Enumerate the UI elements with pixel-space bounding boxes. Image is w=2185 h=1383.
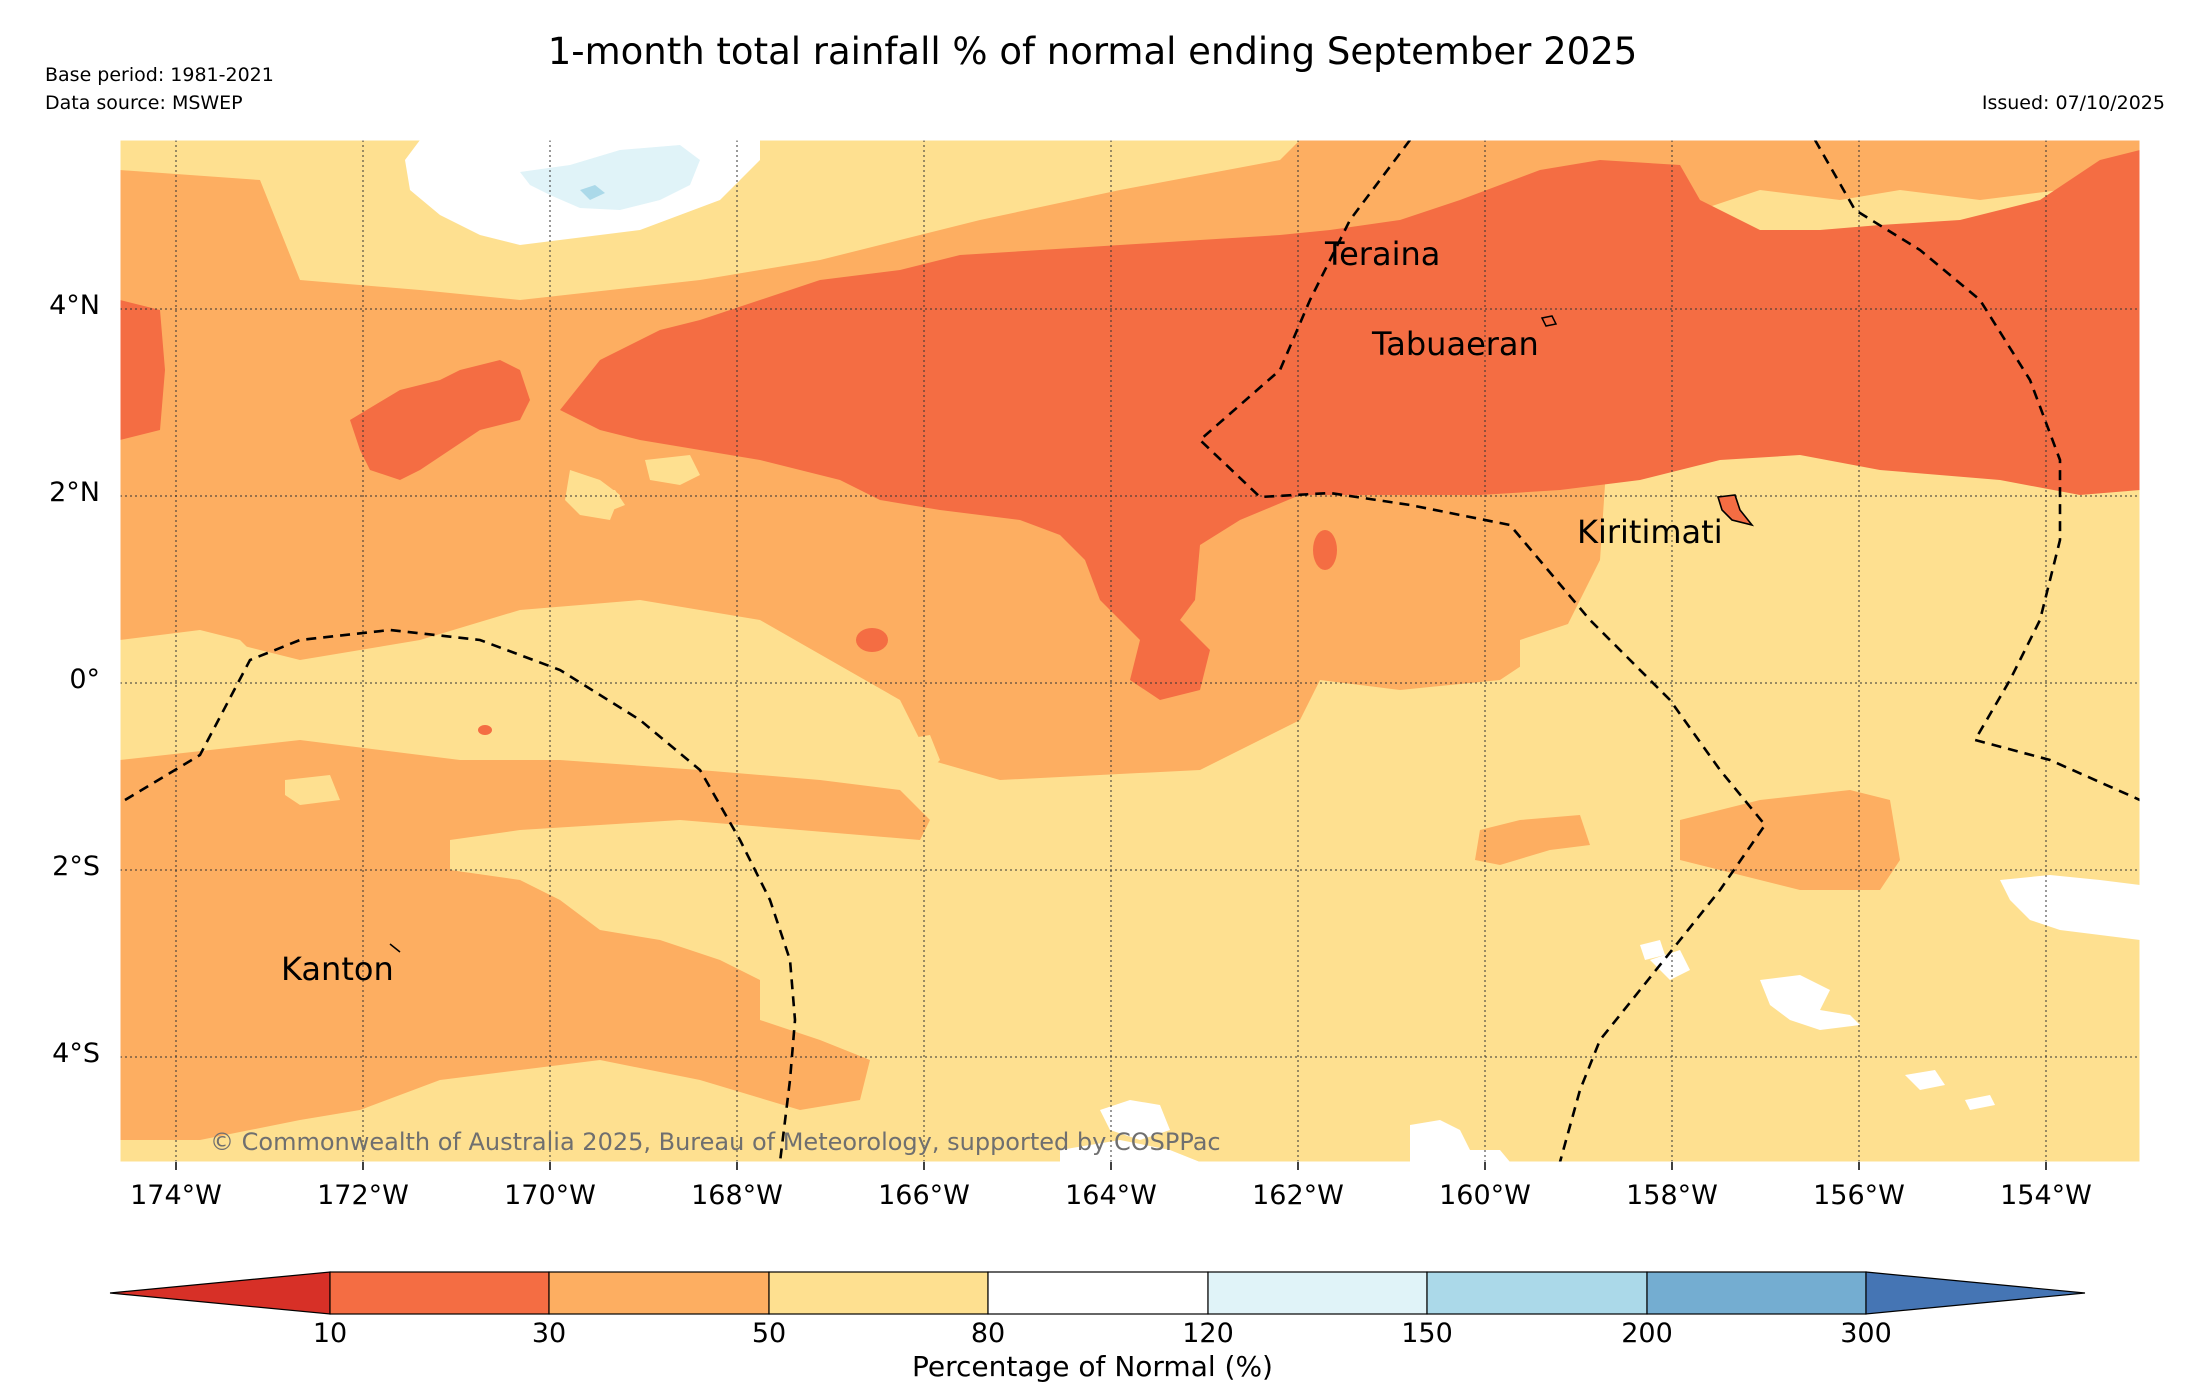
lon-label-154w: 154°W xyxy=(2000,1180,2092,1211)
lon-label-164w: 164°W xyxy=(1065,1180,1157,1211)
region-10-30-spot-3 xyxy=(478,725,492,735)
place-label-teraina: Teraina xyxy=(1325,235,1441,273)
region-80-120-south-1 xyxy=(1100,1100,1170,1140)
lat-label-4n: 4°N xyxy=(49,290,100,321)
region-150-200-north xyxy=(580,185,605,200)
lon-label-174w: 174°W xyxy=(130,1180,222,1211)
lon-label-170w: 170°W xyxy=(504,1180,596,1211)
lon-label-158w: 158°W xyxy=(1626,1180,1718,1211)
colorbar-tick-200: 200 xyxy=(1621,1318,1673,1349)
colorbar-tick-120: 120 xyxy=(1182,1318,1234,1349)
region-120-150-north xyxy=(520,145,700,210)
base-period: Base period: 1981-2021 xyxy=(45,64,274,86)
graticule xyxy=(120,140,2140,1162)
eez-line-line-islands xyxy=(1198,140,1767,1162)
colorbar-tick-150: 150 xyxy=(1401,1318,1453,1349)
region-10-30-west-edge xyxy=(120,300,165,440)
lat-label-0: 0° xyxy=(69,664,100,695)
lon-label-162w: 162°W xyxy=(1252,1180,1344,1211)
region-10-30-band xyxy=(560,150,2140,700)
map-title: 1-month total rainfall % of normal endin… xyxy=(547,30,1638,73)
colorbar-tick-50: 50 xyxy=(751,1318,787,1349)
colorbar-tick-30: 30 xyxy=(531,1318,567,1349)
region-50-80-patch-4 xyxy=(1520,620,1640,690)
region-50-80-patch-7 xyxy=(2050,555,2140,600)
lat-label-4s: 4°S xyxy=(52,1038,100,1069)
colorbar-label: Percentage of Normal (%) xyxy=(912,1350,1273,1383)
region-10-30-spot-1 xyxy=(856,628,888,652)
region-80-120-southeast-1 xyxy=(2000,875,2140,940)
lat-label-2n: 2°N xyxy=(49,477,100,508)
region-50-80-patch-6 xyxy=(1740,595,1790,620)
lon-label-166w: 166°W xyxy=(878,1180,970,1211)
region-80-120-south-4 xyxy=(1905,1070,1945,1090)
issued-date: Issued: 07/10/2025 xyxy=(1981,92,2165,114)
lon-label-160w: 160°W xyxy=(1439,1180,1531,1211)
region-30-50-southwest xyxy=(120,740,930,1140)
region-50-80-patch-9 xyxy=(285,775,340,805)
region-50-80-patch-3 xyxy=(120,630,260,690)
colorbar-tick-80: 80 xyxy=(970,1318,1006,1349)
region-80-120-southeast-2 xyxy=(1760,975,1860,1030)
lon-label-168w: 168°W xyxy=(691,1180,783,1211)
axis-ticks xyxy=(175,1162,2047,1170)
island-outline-tabuaeran xyxy=(1540,315,1558,327)
lon-label-172w: 172°W xyxy=(317,1180,409,1211)
region-10-30-spot-2 xyxy=(1313,530,1337,570)
colorbar-tick-300: 300 xyxy=(1840,1318,1892,1349)
region-80-120-southeast-4 xyxy=(1640,940,1665,960)
data-source: Data source: MSWEP xyxy=(45,92,243,114)
place-label-kiritimati: Kiritimati xyxy=(1577,513,1723,551)
eez-line-east xyxy=(1813,140,2140,802)
region-50-80-patch-5 xyxy=(1640,565,1680,605)
region-80-120-south-5 xyxy=(1965,1095,1995,1110)
lat-label-2s: 2°S xyxy=(52,851,100,882)
eez-boundaries xyxy=(124,140,2140,1162)
map-frame xyxy=(119,139,2141,1163)
region-30-50-east-patch-2 xyxy=(1475,815,1590,865)
region-50-80-patch-2 xyxy=(645,455,700,485)
island-outline-kanton xyxy=(389,943,401,953)
island-outline-kiritimati xyxy=(1716,494,1755,527)
copyright-notice: © Commonwealth of Australia 2025, Bureau… xyxy=(210,1128,1221,1156)
lon-label-156w: 156°W xyxy=(1813,1180,1905,1211)
region-30-50-east-patch xyxy=(1680,790,1900,890)
eez-line-kanton xyxy=(124,628,797,1162)
region-80-120-southeast-3 xyxy=(1650,950,1690,980)
region-50-80-patch-8 xyxy=(900,735,940,780)
place-label-kanton: Kanton xyxy=(281,950,394,988)
region-10-30-west-blob xyxy=(350,360,530,480)
place-label-tabuaeran: Tabuaeran xyxy=(1372,325,1539,363)
colorbar-tick-10: 10 xyxy=(312,1318,348,1349)
region-80-120-south-2 xyxy=(1060,1140,1200,1162)
